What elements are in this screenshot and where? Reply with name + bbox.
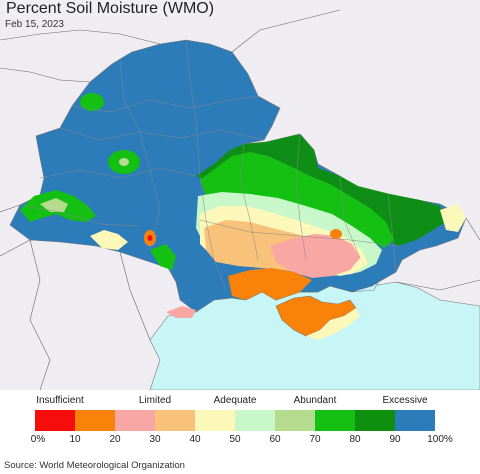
region-odesa-green bbox=[150, 244, 176, 270]
legend-tick: 60 bbox=[269, 434, 281, 445]
legend-swatch bbox=[75, 410, 115, 431]
legend-swatch bbox=[275, 410, 315, 431]
soil-moisture-map: Percent Soil Moisture (WMO) Feb 15, 2023 bbox=[0, 0, 480, 390]
legend-swatch bbox=[195, 410, 235, 431]
region-orange-east bbox=[330, 229, 342, 239]
legend: Insufficient Limited Adequate Abundant E… bbox=[0, 390, 480, 452]
legend-label-limited: Limited bbox=[138, 395, 172, 406]
internal-borders bbox=[19, 39, 401, 291]
map-date: Feb 15, 2023 bbox=[5, 19, 64, 30]
region-limited bbox=[270, 234, 360, 278]
legend-swatch bbox=[315, 410, 355, 431]
legend-swatch bbox=[155, 410, 195, 431]
region-southwest-yellow bbox=[90, 230, 128, 250]
region-west-abundant bbox=[40, 198, 68, 212]
legend-label-abundant: Abundant bbox=[293, 395, 337, 406]
legend-tick: 10 bbox=[69, 434, 81, 445]
legend-tick: 100% bbox=[427, 434, 453, 445]
legend-color-bar bbox=[35, 410, 435, 431]
region-severe bbox=[228, 268, 312, 300]
region-north-green-a bbox=[80, 93, 104, 111]
region-east-yellow bbox=[440, 204, 466, 232]
map-title: Percent Soil Moisture (WMO) bbox=[4, 0, 217, 18]
region-coast-orange bbox=[166, 306, 196, 318]
legend-swatch bbox=[355, 410, 395, 431]
neighbor-borders bbox=[0, 9, 480, 390]
legend-tick: 20 bbox=[109, 434, 121, 445]
legend-swatch bbox=[35, 410, 75, 431]
region-crimea-south bbox=[306, 308, 360, 340]
legend-tick: 80 bbox=[349, 434, 361, 445]
legend-tick: 30 bbox=[149, 434, 161, 445]
legend-tick: 40 bbox=[189, 434, 201, 445]
legend-tick: 0% bbox=[30, 434, 46, 445]
region-southwest-red bbox=[147, 235, 153, 241]
legend-label-adequate: Adequate bbox=[213, 395, 257, 406]
legend-tick: 70 bbox=[309, 434, 321, 445]
legend-tick: 50 bbox=[229, 434, 241, 445]
legend-swatch bbox=[395, 410, 435, 431]
legend-swatch bbox=[115, 410, 155, 431]
legend-label-excessive: Excessive bbox=[382, 395, 428, 406]
region-high-green bbox=[200, 152, 394, 248]
legend-label-insufficient: Insufficient bbox=[36, 395, 84, 406]
legend-swatch bbox=[235, 410, 275, 431]
legend-tick: 90 bbox=[389, 434, 401, 445]
source-credit: Source: World Meteorological Organizatio… bbox=[4, 460, 185, 471]
map-canvas bbox=[0, 0, 480, 390]
region-north-green-c bbox=[119, 158, 129, 166]
